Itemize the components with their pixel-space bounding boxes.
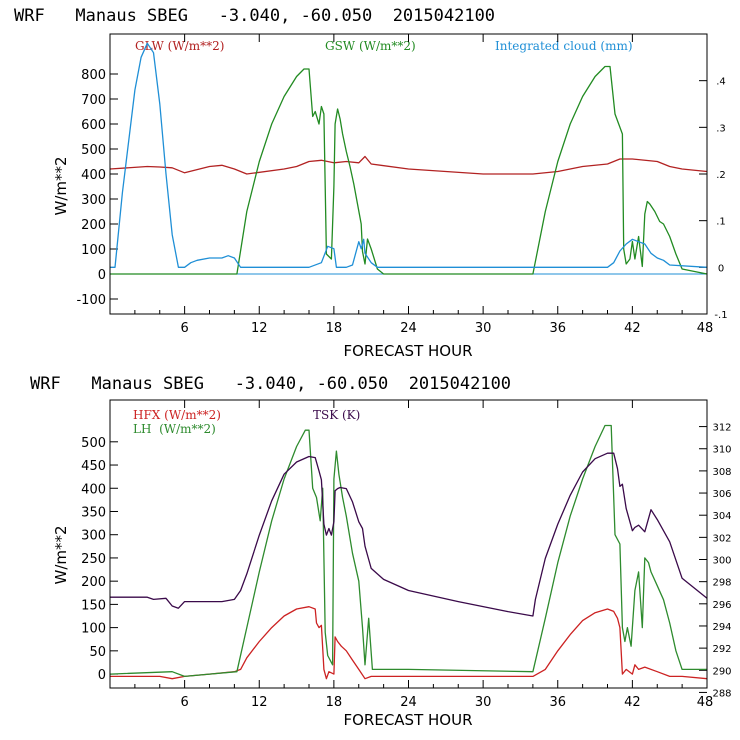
x-tick-label: 6: [180, 695, 188, 710]
series-line-glw: [109, 155, 708, 175]
y-tick-label: 500: [81, 436, 106, 451]
x-axis-label: FORECAST HOUR: [343, 711, 472, 729]
y-axis-right: -.1 0 .1 .2 .3 .4: [699, 77, 728, 321]
legend-gsw: GSW (W/m**2): [325, 39, 416, 53]
y2-tick-label: .4: [716, 77, 726, 88]
y-tick-label: 300: [81, 529, 106, 544]
x-tick-label: 24: [400, 321, 417, 336]
y-tick-label: 400: [81, 482, 106, 497]
y2-tick-label: 288: [712, 688, 731, 699]
x-tick-label: 18: [326, 321, 343, 336]
y-tick-label: 50: [89, 645, 106, 660]
y2-tick-label: 310: [712, 445, 731, 456]
plot-frame: [109, 399, 708, 689]
y-tick-label: 200: [81, 575, 106, 590]
y-tick-label: 450: [81, 459, 106, 474]
y2-tick-label: 312: [712, 423, 731, 434]
y-axis-label: W/m**2: [52, 525, 70, 584]
series-line-hfx: [110, 606, 708, 680]
y-tick-label: 800: [81, 68, 106, 83]
y-tick-label: 0: [98, 668, 106, 683]
x-axis: 6 12 18 24 30 36 42 48: [134, 34, 714, 336]
y2-tick-label: 302: [712, 533, 731, 544]
y2-tick-label: 304: [712, 511, 731, 522]
x-axis-label: FORECAST HOUR: [343, 342, 472, 360]
y-tick-label: 0: [98, 268, 106, 283]
y2-tick-label: 308: [712, 467, 731, 478]
y2-tick-label: 0: [718, 263, 724, 274]
y2-tick-label: 296: [712, 600, 731, 611]
x-tick-label: 30: [475, 321, 492, 336]
x-tick-label: 48: [697, 321, 714, 336]
y-axis-right: 288 290 292 294 296 298 300 302 304 306 308 310 312: [699, 423, 732, 699]
y-tick-label: 700: [81, 93, 106, 108]
legend-tsk: TSK (K): [313, 408, 360, 422]
y-tick-label: 150: [81, 598, 106, 613]
x-tick-label: 12: [251, 695, 268, 710]
x-tick-label: 12: [251, 321, 268, 336]
y-tick-label: 400: [81, 168, 106, 183]
series-layer: [109, 42, 708, 275]
x-tick-label: 42: [624, 695, 641, 710]
series-line-tsk: [110, 452, 708, 617]
y2-tick-label: 290: [712, 666, 731, 677]
x-tick-label: 36: [549, 321, 566, 336]
chart-top: WRF Manaus SBEG -3.040, -60.050 20150421…: [14, 6, 728, 360]
y-axis-label: W/m**2: [52, 156, 70, 215]
series-line-lh: [109, 424, 707, 678]
legend-integrated-cloud: Integrated cloud (mm): [495, 39, 633, 53]
y-tick-label: 200: [81, 218, 106, 233]
series-line-integrated: [110, 42, 708, 268]
x-tick-label: 42: [624, 321, 641, 336]
y2-tick-label: 294: [712, 622, 731, 633]
y2-tick-label: .1: [716, 217, 726, 228]
x-tick-label: 30: [475, 695, 492, 710]
x-tick-label: 6: [180, 321, 188, 336]
y-tick-label: -100: [76, 293, 106, 308]
y-tick-label: 350: [81, 505, 106, 520]
y-tick-label: 100: [81, 622, 106, 637]
y-axis-left: -100 0 100 200 300 400 500 600 700 800: [76, 68, 118, 308]
series-line-gsw: [110, 65, 708, 275]
y-tick-label: 300: [81, 193, 106, 208]
y-tick-label: 500: [81, 143, 106, 158]
y2-tick-label: 298: [712, 578, 731, 589]
y2-tick-label: .3: [716, 123, 726, 134]
y-tick-label: 100: [81, 243, 106, 258]
y-axis-left: 0 50 100 150 200 250 300 350 400 450 500: [81, 436, 118, 683]
x-axis: 6 12 18 24 30 36 42 48: [134, 400, 714, 710]
legend-lh: LH (W/m**2): [133, 422, 216, 436]
legend-glw: GLW (W/m**2): [135, 39, 224, 53]
x-tick-label: 36: [549, 695, 566, 710]
x-tick-label: 48: [697, 695, 714, 710]
plot-frame: [109, 33, 708, 315]
y2-tick-label: 306: [712, 489, 731, 500]
x-tick-label: 18: [326, 695, 343, 710]
y2-tick-label: 292: [712, 644, 731, 655]
legend-hfx: HFX (W/m**2): [133, 408, 221, 422]
y2-tick-label: -.1: [714, 310, 727, 321]
y2-tick-label: 300: [712, 556, 731, 567]
y-tick-label: 600: [81, 118, 106, 133]
y-tick-label: 250: [81, 552, 106, 567]
chart-top-title: WRF Manaus SBEG -3.040, -60.050 20150421…: [14, 6, 495, 26]
series-layer: [109, 424, 708, 680]
x-tick-label: 24: [400, 695, 417, 710]
chart-bottom: WRF Manaus SBEG -3.040, -60.050 20150421…: [30, 374, 732, 729]
y2-tick-label: .2: [716, 170, 726, 181]
chart-bottom-title: WRF Manaus SBEG -3.040, -60.050 20150421…: [30, 374, 511, 394]
